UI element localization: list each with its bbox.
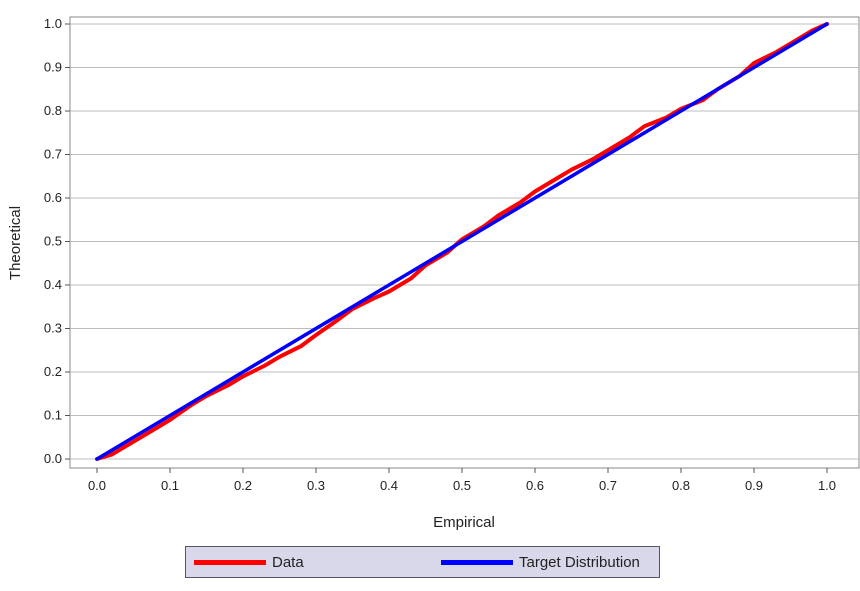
y-tick-label: 0.2: [44, 364, 62, 379]
legend-swatch-target: [441, 559, 513, 565]
series-layer: [95, 22, 829, 461]
y-tick-label: 0.7: [44, 147, 62, 162]
qq-plot: 0.0 0.1 0.2 0.3 0.4 0.5 0.6 0.7 0.8 0.9 1.0 0.0 0.1 0…: [7, 16, 860, 531]
legend-item-data: Data: [194, 547, 304, 577]
x-axis-title: Empirical: [433, 514, 495, 531]
y-tick-label: 1.0: [44, 16, 62, 31]
x-tick-label: 0.6: [526, 478, 544, 493]
x-tick-label: 0.8: [672, 478, 690, 493]
x-tick-label: 1.0: [818, 478, 836, 493]
legend: Data Target Distribution: [185, 546, 660, 578]
x-tick-label: 0.1: [161, 478, 179, 493]
y-tick-label: 0.8: [44, 103, 62, 118]
x-tick-label: 0.7: [599, 478, 617, 493]
legend-swatch-data: [194, 559, 266, 565]
x-tick-label: 0.3: [307, 478, 325, 493]
legend-label-data: Data: [272, 553, 304, 571]
x-tick-label: 0.2: [234, 478, 252, 493]
y-tick-label: 0.6: [44, 190, 62, 205]
y-tick-label: 0.9: [44, 60, 62, 75]
axis-ticks: 0.0 0.1 0.2 0.3 0.4 0.5 0.6 0.7 0.8 0.9 1.0 0.0 0.1 0…: [44, 16, 836, 493]
x-tick-label: 0.5: [453, 478, 471, 493]
y-tick-label: 0.5: [44, 234, 62, 249]
legend-label-target: Target Distribution: [519, 553, 640, 571]
x-tick-label: 0.4: [380, 478, 398, 493]
x-tick-label: 0.0: [88, 478, 106, 493]
plot-area-frame: [69, 16, 860, 469]
legend-item-target: Target Distribution: [441, 547, 640, 577]
x-tick-label: 0.9: [745, 478, 763, 493]
y-axis-title: Theoretical: [7, 206, 24, 280]
y-tick-label: 0.0: [44, 451, 62, 466]
y-tick-label: 0.3: [44, 321, 62, 336]
y-tick-label: 0.4: [44, 277, 62, 292]
series-line-target-distribution: [95, 22, 829, 461]
y-tick-label: 0.1: [44, 408, 62, 423]
